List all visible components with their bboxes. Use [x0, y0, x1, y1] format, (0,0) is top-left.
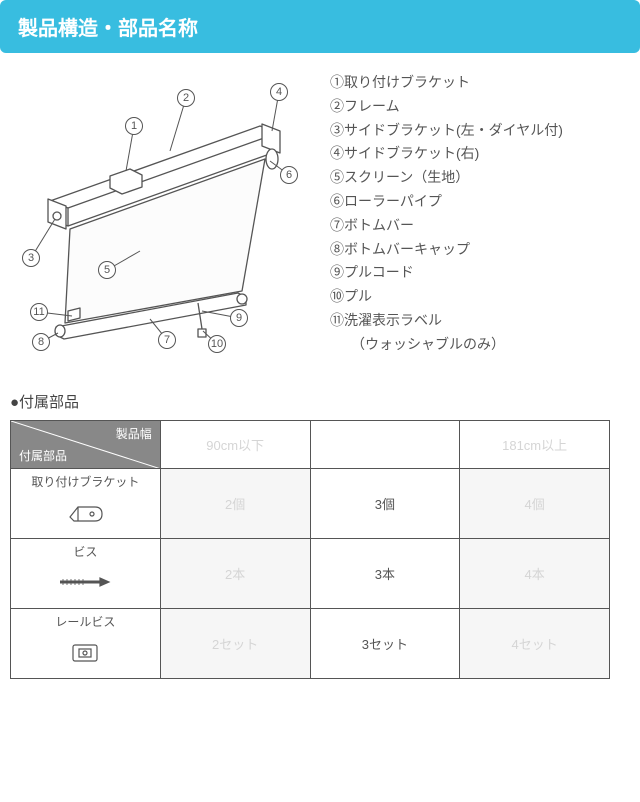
- row-header: レールビス: [11, 609, 161, 679]
- legend-item: ⑩プル: [330, 285, 630, 309]
- legend-item: ⑥ローラーパイプ: [330, 190, 630, 214]
- callout-number: 4: [270, 83, 288, 101]
- corner-bottom-label: 付属部品: [19, 447, 67, 464]
- legend-item: ⑧ボトムバーキャップ: [330, 238, 630, 262]
- legend-item: ⑨プルコード: [330, 261, 630, 285]
- table-header-row: 製品幅 付属部品 90cm以下 91cm～180cm 181cm以上: [11, 421, 610, 469]
- product-diagram: 1 2 3 4 5 6 7 8 910 11: [10, 71, 310, 361]
- legend-item: ⑤スクリーン（生地）: [330, 166, 630, 190]
- legend-item: ⑪洗濯表示ラベル: [330, 309, 630, 333]
- parts-section-label: ●付属部品: [0, 371, 640, 420]
- row-label: ビス: [15, 543, 156, 560]
- table-corner-cell: 製品幅 付属部品: [11, 421, 161, 469]
- callout-number: 2: [177, 89, 195, 107]
- table-cell: 4セット: [460, 609, 610, 679]
- callout-number: 8: [32, 333, 50, 351]
- header-title: 製品構造・部品名称: [18, 18, 198, 40]
- col-header: 181cm以上: [460, 421, 610, 469]
- callout-number: 7: [158, 331, 176, 349]
- table-cell: 2本: [160, 539, 310, 609]
- table-row: 取り付けブラケット2個3個4個: [11, 469, 610, 539]
- row-label: 取り付けブラケット: [15, 473, 156, 490]
- row-header: ビス: [11, 539, 161, 609]
- callout-number: 5: [98, 261, 116, 279]
- legend-item: ②フレーム: [330, 95, 630, 119]
- table-cell: 2個: [160, 469, 310, 539]
- callout-number: 1: [125, 117, 143, 135]
- row-label: レールビス: [15, 613, 156, 630]
- callout-number: 10: [208, 335, 226, 353]
- callout-number: 9: [230, 309, 248, 327]
- row-header: 取り付けブラケット: [11, 469, 161, 539]
- col-header: 91cm～180cm: [310, 421, 460, 469]
- table-row: ビス2本3本4本: [11, 539, 610, 609]
- part-icon: [15, 562, 156, 602]
- legend-item: ⑦ボトムバー: [330, 214, 630, 238]
- callout-number: 6: [280, 166, 298, 184]
- col-header: 90cm以下: [160, 421, 310, 469]
- legend-item: ④サイドブラケット(右): [330, 142, 630, 166]
- diagram-svg: [10, 71, 310, 361]
- parts-legend: ①取り付けブラケット②フレーム③サイドブラケット(左・ダイヤル付)④サイドブラケ…: [310, 71, 630, 361]
- callout-number: 11: [30, 303, 48, 321]
- structure-row: 1 2 3 4 5 6 7 8 910 11 ①取り付けブラケット②フレーム③サイドブラケット(左…: [0, 53, 640, 371]
- table-cell: 4本: [460, 539, 610, 609]
- part-icon: [15, 492, 156, 532]
- parts-table: 製品幅 付属部品 90cm以下 91cm～180cm 181cm以上 取り付けブ…: [10, 420, 610, 679]
- table-cell: 4個: [460, 469, 610, 539]
- callout-number: 3: [22, 249, 40, 267]
- table-cell: 3個: [310, 469, 460, 539]
- part-icon: [15, 632, 156, 672]
- corner-top-label: 製品幅: [116, 425, 152, 442]
- table-row: レールビス2セット3セット4セット: [11, 609, 610, 679]
- legend-item: ①取り付けブラケット: [330, 71, 630, 95]
- table-cell: 3セット: [310, 609, 460, 679]
- legend-item: ③サイドブラケット(左・ダイヤル付): [330, 119, 630, 143]
- legend-extra: （ウォッシャブルのみ）: [330, 333, 630, 357]
- table-cell: 2セット: [160, 609, 310, 679]
- section-header: 製品構造・部品名称: [0, 0, 640, 53]
- table-cell: 3本: [310, 539, 460, 609]
